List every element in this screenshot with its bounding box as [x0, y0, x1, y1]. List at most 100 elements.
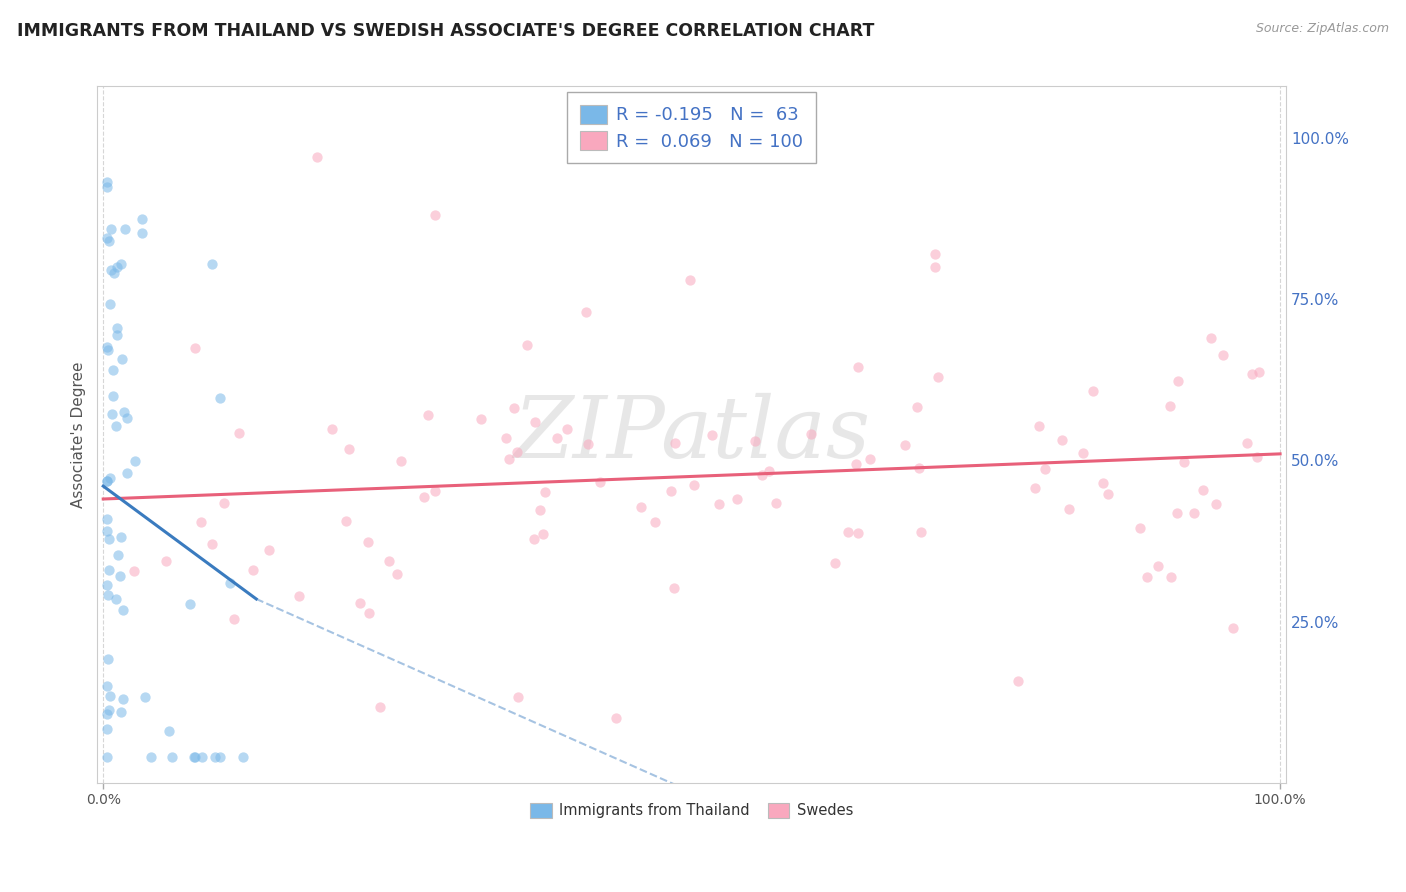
- Point: [105, 328, 128, 343]
- Point: [155, 554, 177, 568]
- Point: [100, 408, 122, 422]
- Point: [212, 496, 235, 510]
- Point: [183, 750, 205, 764]
- Point: [1024, 481, 1046, 495]
- Point: [357, 534, 380, 549]
- Point: [682, 478, 704, 492]
- Point: [910, 525, 932, 540]
- Point: [1129, 521, 1152, 535]
- Point: [534, 485, 557, 500]
- Point: [110, 530, 132, 544]
- Point: [105, 320, 128, 334]
- Point: [555, 422, 578, 436]
- Point: [1246, 450, 1268, 464]
- Point: [576, 436, 599, 450]
- Point: [1081, 384, 1104, 398]
- Point: [470, 412, 492, 426]
- Point: [707, 497, 730, 511]
- Point: [1092, 476, 1115, 491]
- Point: [908, 460, 931, 475]
- Text: IMMIGRANTS FROM THAILAND VS SWEDISH ASSOCIATE'S DEGREE CORRELATION CHART: IMMIGRANTS FROM THAILAND VS SWEDISH ASSO…: [17, 22, 875, 40]
- Point: [179, 597, 201, 611]
- Point: [191, 750, 214, 764]
- Point: [208, 750, 231, 764]
- Point: [96, 524, 118, 538]
- Point: [134, 690, 156, 704]
- Point: [232, 750, 254, 764]
- Point: [98, 297, 121, 311]
- Point: [529, 503, 551, 517]
- Point: [117, 410, 139, 425]
- Point: [97, 651, 120, 665]
- Point: [516, 338, 538, 352]
- Point: [228, 425, 250, 440]
- Text: Source: ZipAtlas.com: Source: ZipAtlas.com: [1256, 22, 1389, 36]
- Point: [378, 554, 401, 568]
- Point: [924, 260, 946, 274]
- Point: [523, 532, 546, 546]
- Point: [359, 607, 381, 621]
- Point: [546, 431, 568, 445]
- Point: [305, 150, 328, 164]
- Point: [845, 458, 868, 472]
- Point: [927, 370, 949, 384]
- Point: [204, 750, 226, 764]
- Point: [98, 234, 121, 248]
- Point: [506, 690, 529, 704]
- Point: [416, 408, 439, 422]
- Point: [758, 464, 780, 478]
- Point: [751, 468, 773, 483]
- Point: [605, 711, 627, 725]
- Point: [924, 247, 946, 261]
- Point: [1240, 367, 1263, 381]
- Point: [257, 542, 280, 557]
- Point: [110, 257, 132, 271]
- Point: [105, 418, 128, 433]
- Point: [131, 227, 153, 241]
- Point: [1205, 497, 1227, 511]
- Point: [104, 591, 127, 606]
- Point: [1136, 570, 1159, 584]
- Point: [112, 691, 135, 706]
- Point: [122, 564, 145, 578]
- Point: [114, 222, 136, 236]
- Point: [184, 342, 207, 356]
- Point: [523, 415, 546, 429]
- Point: [97, 343, 120, 357]
- Point: [498, 452, 520, 467]
- Point: [124, 454, 146, 468]
- Point: [96, 679, 118, 693]
- Point: [1097, 487, 1119, 501]
- Point: [1033, 462, 1056, 476]
- Point: [96, 175, 118, 189]
- Point: [644, 515, 666, 529]
- Point: [96, 707, 118, 722]
- Point: [824, 557, 846, 571]
- Point: [96, 340, 118, 354]
- Point: [321, 422, 343, 436]
- Point: [96, 750, 118, 764]
- Point: [1160, 570, 1182, 584]
- Point: [679, 273, 702, 287]
- Point: [96, 179, 118, 194]
- Point: [1199, 331, 1222, 345]
- Point: [160, 750, 183, 764]
- Point: [1173, 455, 1195, 469]
- Text: ZIPatlas: ZIPatlas: [513, 393, 870, 475]
- Point: [1192, 483, 1215, 497]
- Point: [96, 474, 118, 488]
- Point: [219, 575, 242, 590]
- Point: [105, 260, 128, 274]
- Point: [184, 750, 207, 764]
- Point: [115, 466, 138, 480]
- Point: [139, 750, 162, 764]
- Point: [110, 351, 132, 366]
- Point: [98, 689, 121, 703]
- Point: [799, 427, 821, 442]
- Point: [506, 445, 529, 459]
- Point: [96, 512, 118, 526]
- Point: [1071, 445, 1094, 459]
- Point: [96, 578, 118, 592]
- Point: [107, 549, 129, 563]
- Point: [100, 263, 122, 277]
